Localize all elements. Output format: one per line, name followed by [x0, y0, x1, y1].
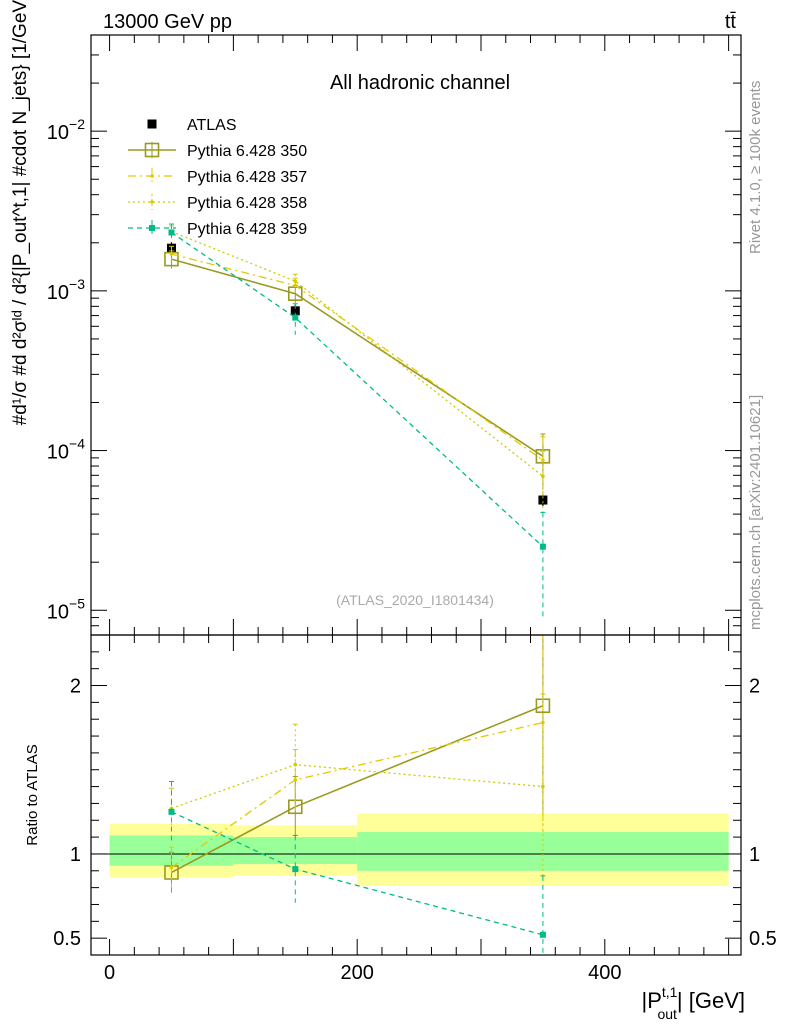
atlas-point-1 — [290, 306, 300, 316]
main-series-line-1 — [171, 253, 544, 461]
legend-marker-1 — [150, 174, 154, 178]
legend-marker-2 — [150, 200, 154, 204]
ratio-ytick-label-left-0: 0.5 — [53, 928, 81, 950]
ratio-series-2-point-1 — [293, 762, 298, 767]
ratio-plot-frame — [90, 634, 742, 956]
axes: 10−5 10−4 10−3 10−2 0 200 400 0.5 0.5 1 1 2 2 — [47, 34, 777, 984]
ratio-series-3-point-1 — [292, 866, 299, 873]
ratio-series-3-point-2 — [539, 931, 546, 938]
legend: ATLAS Pythia 6.428 350 Pythia 6.428 357 Pyt… — [128, 117, 307, 238]
legend-marker-3 — [149, 225, 155, 231]
ratio-ytick-label-right-1: 1 — [749, 844, 760, 866]
ratio-series-line-2 — [171, 764, 543, 810]
main-ytick-label-1: 10−4 — [47, 436, 85, 464]
legend-atlas-marker — [147, 119, 157, 129]
x-axis-label: |Pt,1 out| [GeV] — [641, 984, 745, 1022]
ratio-y-axis-label: Ratio to ATLAS — [24, 744, 41, 845]
header-process-label: tt̄ — [725, 11, 737, 33]
atlas-point-2 — [538, 495, 548, 505]
main-ytick-label-3: 10−2 — [47, 116, 85, 144]
main-series-1-point-2 — [541, 458, 545, 463]
ratio-band-green-1 — [233, 837, 358, 865]
main-series-3-point-0 — [168, 229, 175, 236]
main-series-2-point-2 — [541, 474, 545, 479]
ratio-ytick-label-right-0: 0.5 — [749, 928, 777, 950]
legend-atlas-label: ATLAS — [187, 117, 237, 134]
main-series-3-point-2 — [539, 543, 546, 550]
ratio-series-1-point-2 — [541, 720, 545, 725]
header-energy-label: 13000 GeV pp — [103, 11, 232, 33]
ratio-ytick-label-right-2: 2 — [749, 676, 760, 698]
ratio-series-3-point-0 — [168, 808, 175, 815]
legend-label-0: Pythia 6.428 350 — [187, 143, 307, 160]
mcplots-source-label: mcplots.cern.ch [arXiv:2401.10621] — [747, 395, 764, 630]
analysis-watermark: (ATLAS_2020_I1801434) — [336, 592, 494, 608]
main-series-2-point-1 — [293, 279, 298, 283]
ratio-plot-marks — [164, 635, 551, 955]
main-plot-marks — [164, 223, 551, 618]
main-ytick-label-0: 10−5 — [47, 595, 85, 623]
main-y-axis-label: #d¹/σ #d d²σᴵᵈ / d²{|P_out^t,1| #cdot N_… — [10, 0, 31, 425]
ratio-bands — [91, 813, 741, 886]
rivet-version-label: Rivet 4.1.0, ≥ 100k events — [747, 81, 764, 254]
main-series-line-3 — [171, 231, 544, 548]
legend-label-3: Pythia 6.428 359 — [187, 221, 307, 238]
main-series-3-point-1 — [292, 314, 299, 321]
ratio-ytick-label-left-2: 2 — [70, 676, 81, 698]
ratio-ytick-label-left-1: 1 — [70, 844, 81, 866]
x-tick-label-2: 400 — [588, 962, 621, 984]
x-tick-label-0: 0 — [104, 962, 115, 984]
main-series-line-0 — [171, 258, 544, 458]
main-ytick-label-2: 10−3 — [47, 276, 85, 304]
x-tick-label-1: 200 — [341, 962, 374, 984]
plot-title: All hadronic channel — [330, 72, 510, 94]
main-series-1-point-0 — [169, 252, 174, 256]
legend-label-1: Pythia 6.428 357 — [187, 169, 307, 186]
legend-label-2: Pythia 6.428 358 — [187, 195, 307, 212]
ratio-series-1-point-0 — [169, 865, 174, 870]
ratio-series-2-point-2 — [541, 784, 545, 789]
legend-marker-0 — [144, 142, 160, 158]
